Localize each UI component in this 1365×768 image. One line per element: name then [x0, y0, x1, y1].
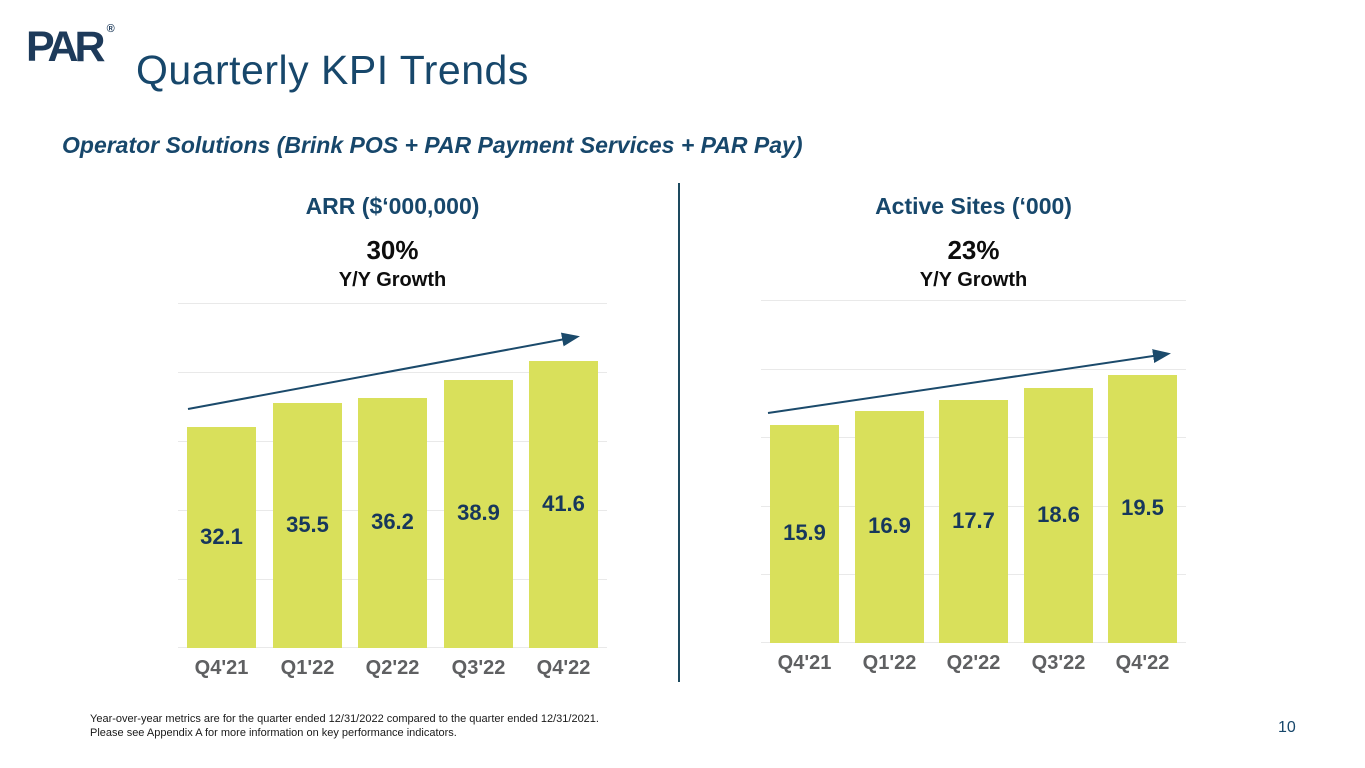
- chart-divider-line: [678, 183, 680, 682]
- par-logo-text: PAR: [26, 23, 106, 71]
- x-axis-label: Q2'22: [946, 652, 1001, 674]
- gridline: [178, 303, 607, 304]
- bar-value-label: 15.9: [783, 520, 826, 545]
- bar-value-label: 38.9: [457, 500, 500, 525]
- gridline: [761, 300, 1186, 301]
- footnote: Year-over-year metrics are for the quart…: [90, 712, 599, 740]
- bar-Q1'22: [855, 411, 924, 643]
- bar-value-label: 17.7: [952, 508, 995, 533]
- active-sites-growth-percentage: 23%: [947, 235, 1000, 265]
- bar-value-label: 32.1: [200, 524, 243, 549]
- bar-value-label: 18.6: [1037, 502, 1080, 527]
- bar-Q3'22: [1024, 388, 1093, 643]
- x-axis-label: Q3'22: [451, 657, 506, 679]
- arr-bar-plot: 32.1 Q4'21 35.5 Q1'22 36.2 Q2'22 38.9 Q3'22 41.6…: [178, 303, 607, 679]
- bar-Q4'21: [187, 427, 256, 648]
- x-axis-label: Q1'22: [280, 657, 335, 679]
- x-axis-label: Q4'22: [536, 657, 591, 679]
- arr-growth-label: Y/Y Growth: [338, 269, 447, 291]
- x-axis-label: Q2'22: [365, 657, 420, 679]
- bar-Q2'22: [358, 398, 427, 648]
- gridline: [761, 369, 1186, 370]
- slide-subtitle: Operator Solutions (Brink POS + PAR Paym…: [62, 132, 803, 158]
- x-axis-label: Q4'22: [1115, 652, 1170, 674]
- bar-value-label: 16.9: [868, 513, 911, 538]
- bar-value-label: 41.6: [542, 491, 585, 516]
- bar-Q2'22: [939, 400, 1008, 643]
- footnote-line-1: Year-over-year metrics are for the quart…: [90, 713, 599, 725]
- bar-Q4'22: [1108, 375, 1177, 643]
- registered-mark-icon: ®: [106, 23, 115, 35]
- bar-Q1'22: [273, 403, 342, 648]
- x-axis-label: Q4'21: [194, 657, 249, 679]
- x-axis-label: Q4'21: [777, 652, 832, 674]
- footnote-line-2: Please see Appendix A for more informati…: [90, 727, 457, 739]
- arr-growth-percentage: 30%: [366, 235, 419, 265]
- chart-title-active-sites: Active Sites (‘000): [875, 193, 1072, 219]
- x-axis-label: Q3'22: [1031, 652, 1086, 674]
- page-title: Quarterly KPI Trends: [136, 47, 529, 93]
- bar-value-label: 19.5: [1121, 495, 1164, 520]
- bar-Q4'21: [770, 425, 839, 643]
- bar-Q3'22: [444, 380, 513, 648]
- chart-title-arr: ARR ($‘000,000): [305, 193, 480, 219]
- active-sites-bar-plot: 15.9 Q4'21 16.9 Q1'22 17.7 Q2'22 18.6 Q3'22 19.5…: [761, 300, 1186, 674]
- par-logo: PAR ®: [26, 23, 115, 71]
- x-axis-label: Q1'22: [862, 652, 917, 674]
- page-number: 10: [1278, 719, 1296, 736]
- bar-value-label: 35.5: [286, 512, 329, 537]
- bar-value-label: 36.2: [371, 509, 414, 534]
- active-sites-growth-label: Y/Y Growth: [919, 269, 1028, 291]
